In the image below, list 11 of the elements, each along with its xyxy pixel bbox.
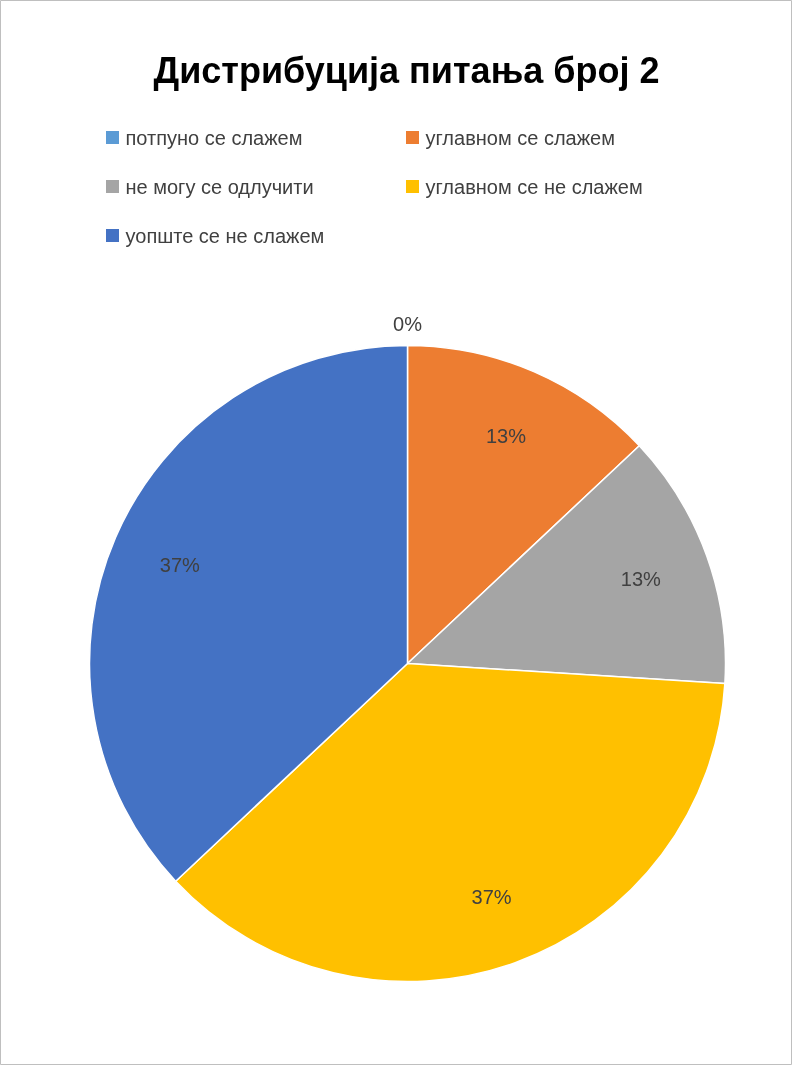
data-label: 13% (620, 568, 662, 591)
data-label: 13% (485, 424, 527, 447)
legend-label: углавном се слажем (425, 126, 615, 149)
text: 0% (393, 312, 422, 335)
data-label: 37% (159, 553, 201, 576)
chart-title: Дистрибуција питања број 2 (153, 50, 660, 91)
legend-label: углавном се не слажем (425, 175, 643, 198)
legend-label: не могу се одлучити (125, 175, 314, 198)
legend-label: потпуно се слажем (125, 126, 303, 149)
legend-label: уопште се не слажем (125, 224, 325, 247)
data-label: 37% (471, 885, 512, 908)
